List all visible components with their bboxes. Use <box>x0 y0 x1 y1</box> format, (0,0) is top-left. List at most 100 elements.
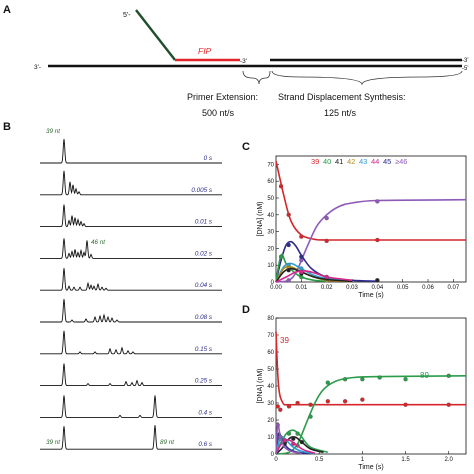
data-point <box>286 268 291 273</box>
x-tick-label: 0.02 <box>321 285 333 291</box>
legend-entry: 40 <box>323 157 331 166</box>
x-axis-title: Time (s) <box>358 464 383 471</box>
y-tick-label: 80 <box>267 316 274 322</box>
chart-c: 0 10 20 30 40 50 60 70 0.00 0.01 0.02 0.03 0.04 0.05 0… <box>257 155 467 299</box>
trace-line <box>40 204 222 228</box>
y-axis-title: [DNA] (nM) <box>257 369 264 404</box>
trace-line <box>40 238 222 259</box>
data-point <box>278 407 283 412</box>
data-point <box>324 274 329 280</box>
legend-entry: 43 <box>359 157 367 166</box>
strand-displacement-label: Strand Displacement Synthesis: <box>278 92 406 102</box>
panel-a: A 5'- FIP -3' 3'- -3' -5' Primer Extensi… <box>3 4 468 118</box>
data-point <box>299 254 304 259</box>
label-39nt-bottom: 39 nt <box>46 439 60 446</box>
x-tick-label: 0 <box>274 457 278 463</box>
trace-time-label: 0.005 s <box>191 187 213 194</box>
data-point <box>286 212 291 217</box>
panel-c-letter: C <box>242 141 250 153</box>
y-tick-label: 40 <box>267 384 274 390</box>
y-tick-label: 60 <box>267 179 274 185</box>
data-point <box>325 399 330 404</box>
label-46nt: 46 nt <box>91 239 105 246</box>
y-tick-label: 20 <box>267 418 274 424</box>
primer-3-label: -3' <box>240 58 247 65</box>
panel-a-letter: A <box>3 4 11 16</box>
data-point <box>286 431 292 436</box>
y-tick-label: 60 <box>267 350 274 356</box>
trace-time-label: 0.01 s <box>195 219 213 226</box>
data-point <box>291 436 296 441</box>
trace-line <box>40 395 222 418</box>
x-tick-label: 1.5 <box>401 457 410 463</box>
panel-b-letter: B <box>3 121 11 133</box>
data-point <box>295 431 300 436</box>
trace-time-label: 0 s <box>204 155 213 162</box>
trace-line <box>40 298 222 323</box>
series-line <box>275 331 466 406</box>
y-tick-label: 20 <box>267 246 274 252</box>
x-tick-label: 0.06 <box>422 285 434 291</box>
data-point <box>282 438 287 443</box>
data-point <box>446 402 451 407</box>
data-point <box>286 278 291 283</box>
series-line <box>275 375 467 455</box>
data-point <box>299 269 304 275</box>
legend-entry: 39 <box>311 157 319 166</box>
data-point <box>286 242 291 248</box>
label-39nt-top: 39 nt <box>46 128 60 135</box>
annotation-89: 89 <box>420 371 429 380</box>
y-tick-label: 50 <box>267 196 274 202</box>
data-point <box>342 399 348 404</box>
data-point <box>286 404 292 409</box>
data-point <box>446 373 451 378</box>
strand-displacement-rate: 125 nt/s <box>324 108 357 118</box>
data-point <box>291 441 296 446</box>
legend-entry: 42 <box>347 157 355 166</box>
panel-d: D 0 10 20 30 40 50 60 70 80 0 0.5 1 1.5 2.0 Time (s) [D… <box>242 304 467 471</box>
y-axis-title: [DNA] (nM) <box>257 202 264 237</box>
brace-primer-extension <box>242 70 271 85</box>
y-tick-label: 70 <box>267 333 274 339</box>
trace-line <box>40 170 222 196</box>
y-tick-label: 40 <box>267 213 274 219</box>
plot-frame <box>275 155 467 283</box>
x-tick-label: 0.03 <box>346 285 358 291</box>
data-point <box>299 234 304 239</box>
panel-c: C 0 10 20 30 40 50 60 70 0.00 0.01 0.02 0.03 0.04 0.0… <box>242 141 467 299</box>
electropherogram-traces: 0 s 0.005 s 0.01 s 0.02 s 0.04 s 0.08 s 0.15 s… <box>40 138 222 450</box>
primer-extension-label: Primer Extension: <box>187 92 258 102</box>
fip-label: FIP <box>198 46 212 56</box>
series-line <box>275 439 316 455</box>
right-5-label: -5' <box>462 66 468 72</box>
x-tick-label: 0.5 <box>315 457 324 463</box>
primer-5-arm <box>135 9 176 61</box>
x-axis-title: Time (s) <box>358 292 383 299</box>
data-point <box>299 439 305 445</box>
chart-d: 0 10 20 30 40 50 60 70 80 0 0.5 1 1.5 2.0 Time (s) [DNA… <box>257 316 467 471</box>
data-point <box>360 397 365 402</box>
data-point <box>377 375 382 380</box>
panel-d-letter: D <box>242 304 250 316</box>
data-point <box>360 377 365 382</box>
y-tick-label: 0 <box>271 280 275 286</box>
plot-frame <box>275 317 467 455</box>
x-tick-label: 0.05 <box>397 285 409 291</box>
legend-entry: 41 <box>335 157 343 166</box>
trace-time-label: 0.4 s <box>198 409 213 416</box>
trace-line <box>40 330 222 355</box>
data-point <box>278 434 283 440</box>
trace-time-label: 0.15 s <box>195 346 213 353</box>
y-tick-label: 50 <box>267 367 274 373</box>
data-point <box>308 402 313 407</box>
legend-entry: 45 <box>383 157 391 166</box>
data-point <box>375 199 380 204</box>
panel-b: B 0 s 0.005 s 0.01 s 0.02 s 0.04 s 0.08 s 0.15… <box>3 121 222 450</box>
trace-line <box>40 268 222 291</box>
trace-line <box>40 363 222 387</box>
series-line <box>275 429 329 455</box>
data-point <box>324 216 329 221</box>
primer-5-label: 5'- <box>123 12 131 19</box>
x-tick-label: 0.01 <box>295 285 307 291</box>
